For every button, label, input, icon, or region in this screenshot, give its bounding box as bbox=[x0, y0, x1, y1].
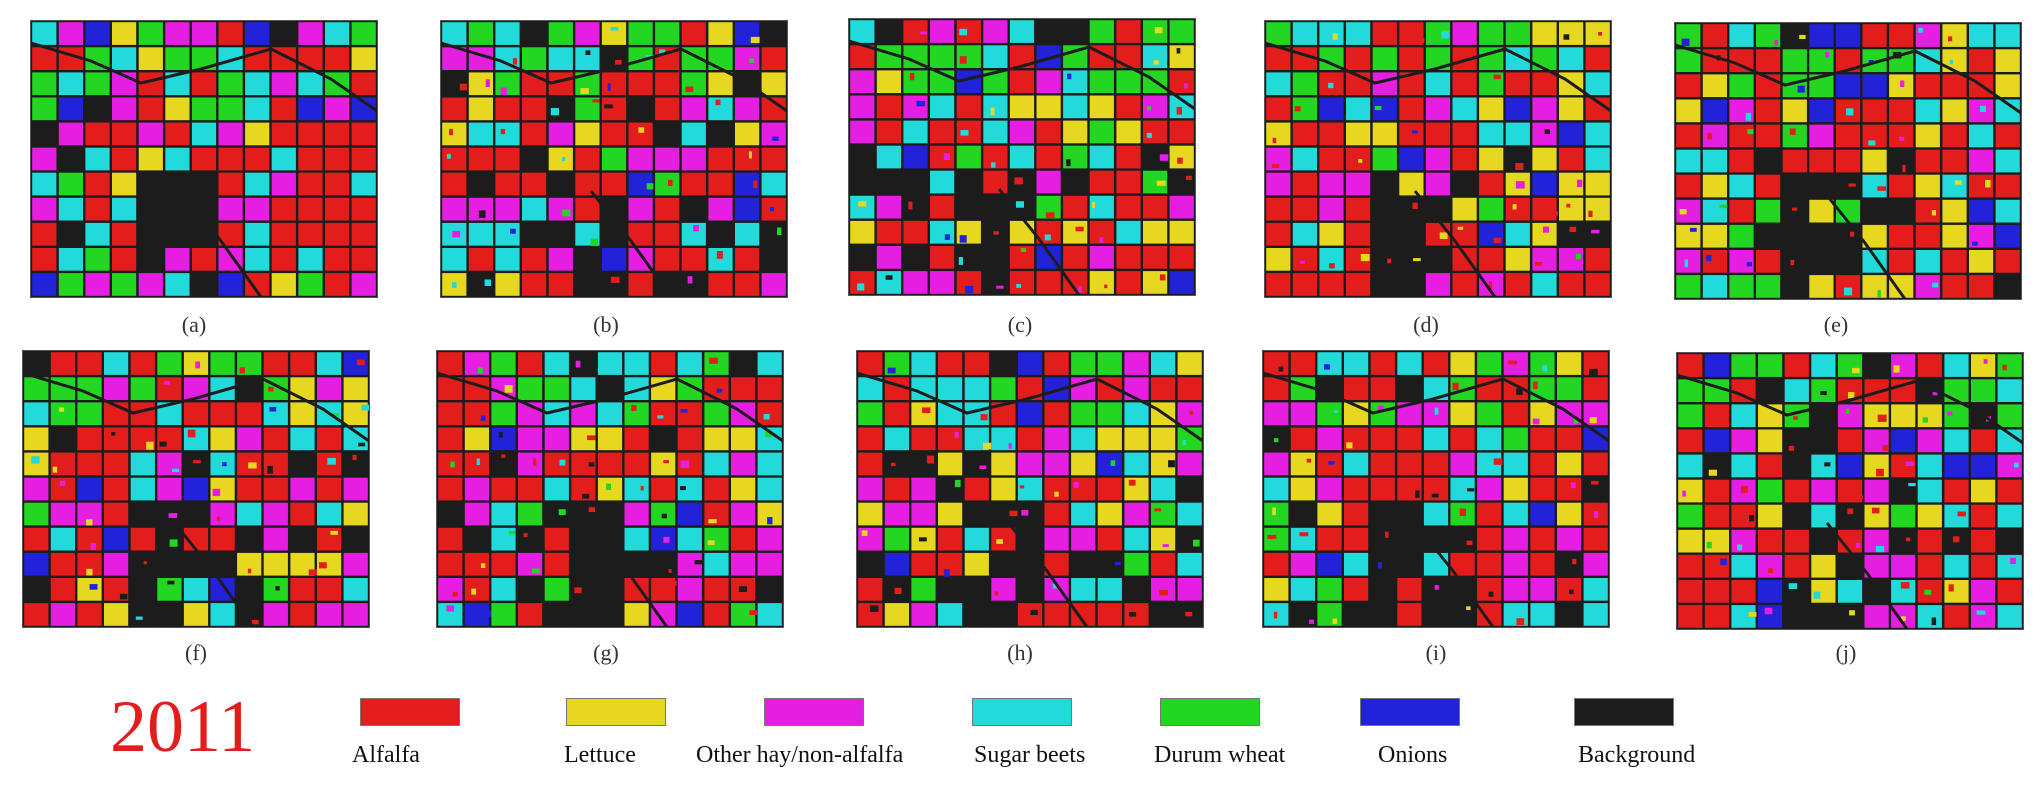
caption-f: (f) bbox=[185, 640, 207, 665]
caption-i: (i) bbox=[1425, 640, 1447, 665]
map-b bbox=[441, 21, 787, 297]
legend-swatch-sugar-beets bbox=[972, 698, 1072, 726]
map-e bbox=[1675, 23, 2021, 299]
map-panel-b bbox=[440, 20, 788, 298]
map-g bbox=[437, 351, 783, 627]
map-panel-f bbox=[22, 350, 370, 628]
map-panel-d bbox=[1264, 20, 1612, 298]
map-panel-e bbox=[1674, 22, 2022, 300]
legend-swatch-other-hay bbox=[764, 698, 864, 726]
caption-a: (a) bbox=[181, 312, 207, 337]
legend-label-background: Background bbox=[1578, 742, 1696, 768]
map-i bbox=[1263, 351, 1609, 627]
map-panel-g bbox=[436, 350, 784, 628]
map-d bbox=[1265, 21, 1611, 297]
legend-swatch-background bbox=[1574, 698, 1674, 726]
legend-label-sugar-beets: Sugar beets bbox=[974, 742, 1086, 768]
map-h bbox=[857, 351, 1203, 627]
legend-swatch-alfalfa bbox=[360, 698, 460, 726]
map-j bbox=[1677, 353, 2023, 629]
map-a bbox=[31, 21, 377, 297]
year-label: 2011 bbox=[110, 686, 256, 768]
caption-e: (e) bbox=[1823, 312, 1849, 337]
map-f bbox=[23, 351, 369, 627]
legend-label-alfalfa: Alfalfa bbox=[352, 742, 420, 768]
legend-label-onions: Onions bbox=[1378, 742, 1448, 768]
legend-label-lettuce: Lettuce bbox=[564, 742, 636, 768]
caption-d: (d) bbox=[1413, 312, 1439, 337]
map-panel-h bbox=[856, 350, 1204, 628]
caption-c: (c) bbox=[1007, 312, 1033, 337]
legend-label-durum-wheat: Durum wheat bbox=[1154, 742, 1286, 768]
legend-label-other-hay: Other hay/non-alfalfa bbox=[696, 742, 904, 768]
caption-j: (j) bbox=[1835, 640, 1857, 665]
legend-swatch-durum-wheat bbox=[1160, 698, 1260, 726]
caption-b: (b) bbox=[593, 312, 619, 337]
legend-swatch-onions bbox=[1360, 698, 1460, 726]
legend-swatch-lettuce bbox=[566, 698, 666, 726]
caption-h: (h) bbox=[1007, 640, 1033, 665]
map-c bbox=[849, 19, 1195, 295]
caption-g: (g) bbox=[593, 640, 619, 665]
map-panel-j bbox=[1676, 352, 2024, 630]
map-panel-c bbox=[848, 18, 1196, 296]
map-panel-i bbox=[1262, 350, 1610, 628]
map-panel-a bbox=[30, 20, 378, 298]
